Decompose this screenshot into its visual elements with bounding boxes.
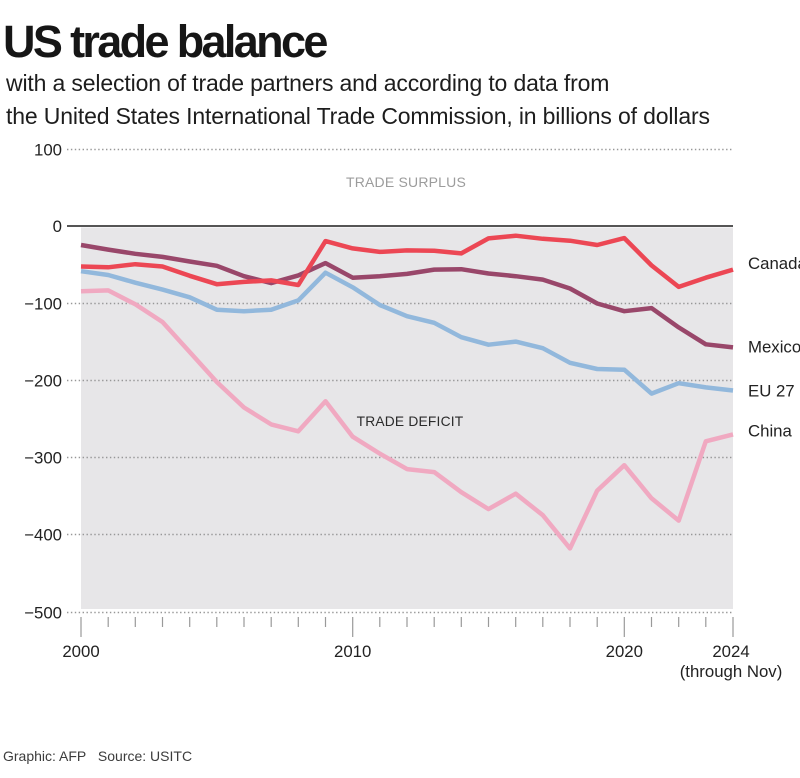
svg-text:100: 100 [34, 141, 62, 160]
svg-text:(through Nov): (through Nov) [680, 662, 783, 681]
svg-text:0: 0 [53, 217, 62, 236]
svg-text:2020: 2020 [606, 642, 643, 661]
svg-text:2024: 2024 [712, 642, 749, 661]
svg-text:Canada: Canada [748, 254, 800, 273]
svg-text:Mexico: Mexico [748, 338, 800, 357]
svg-text:2000: 2000 [62, 642, 99, 661]
svg-text:EU 27: EU 27 [748, 382, 795, 401]
svg-text:−100: −100 [24, 295, 62, 314]
svg-text:−200: −200 [24, 372, 62, 391]
svg-text:2010: 2010 [334, 642, 371, 661]
svg-text:−400: −400 [24, 526, 62, 545]
svg-text:−500: −500 [24, 604, 62, 623]
svg-text:−300: −300 [24, 449, 62, 468]
svg-text:TRADE DEFICIT: TRADE DEFICIT [357, 414, 464, 429]
svg-text:TRADE SURPLUS: TRADE SURPLUS [346, 174, 466, 190]
svg-text:China: China [748, 421, 793, 440]
